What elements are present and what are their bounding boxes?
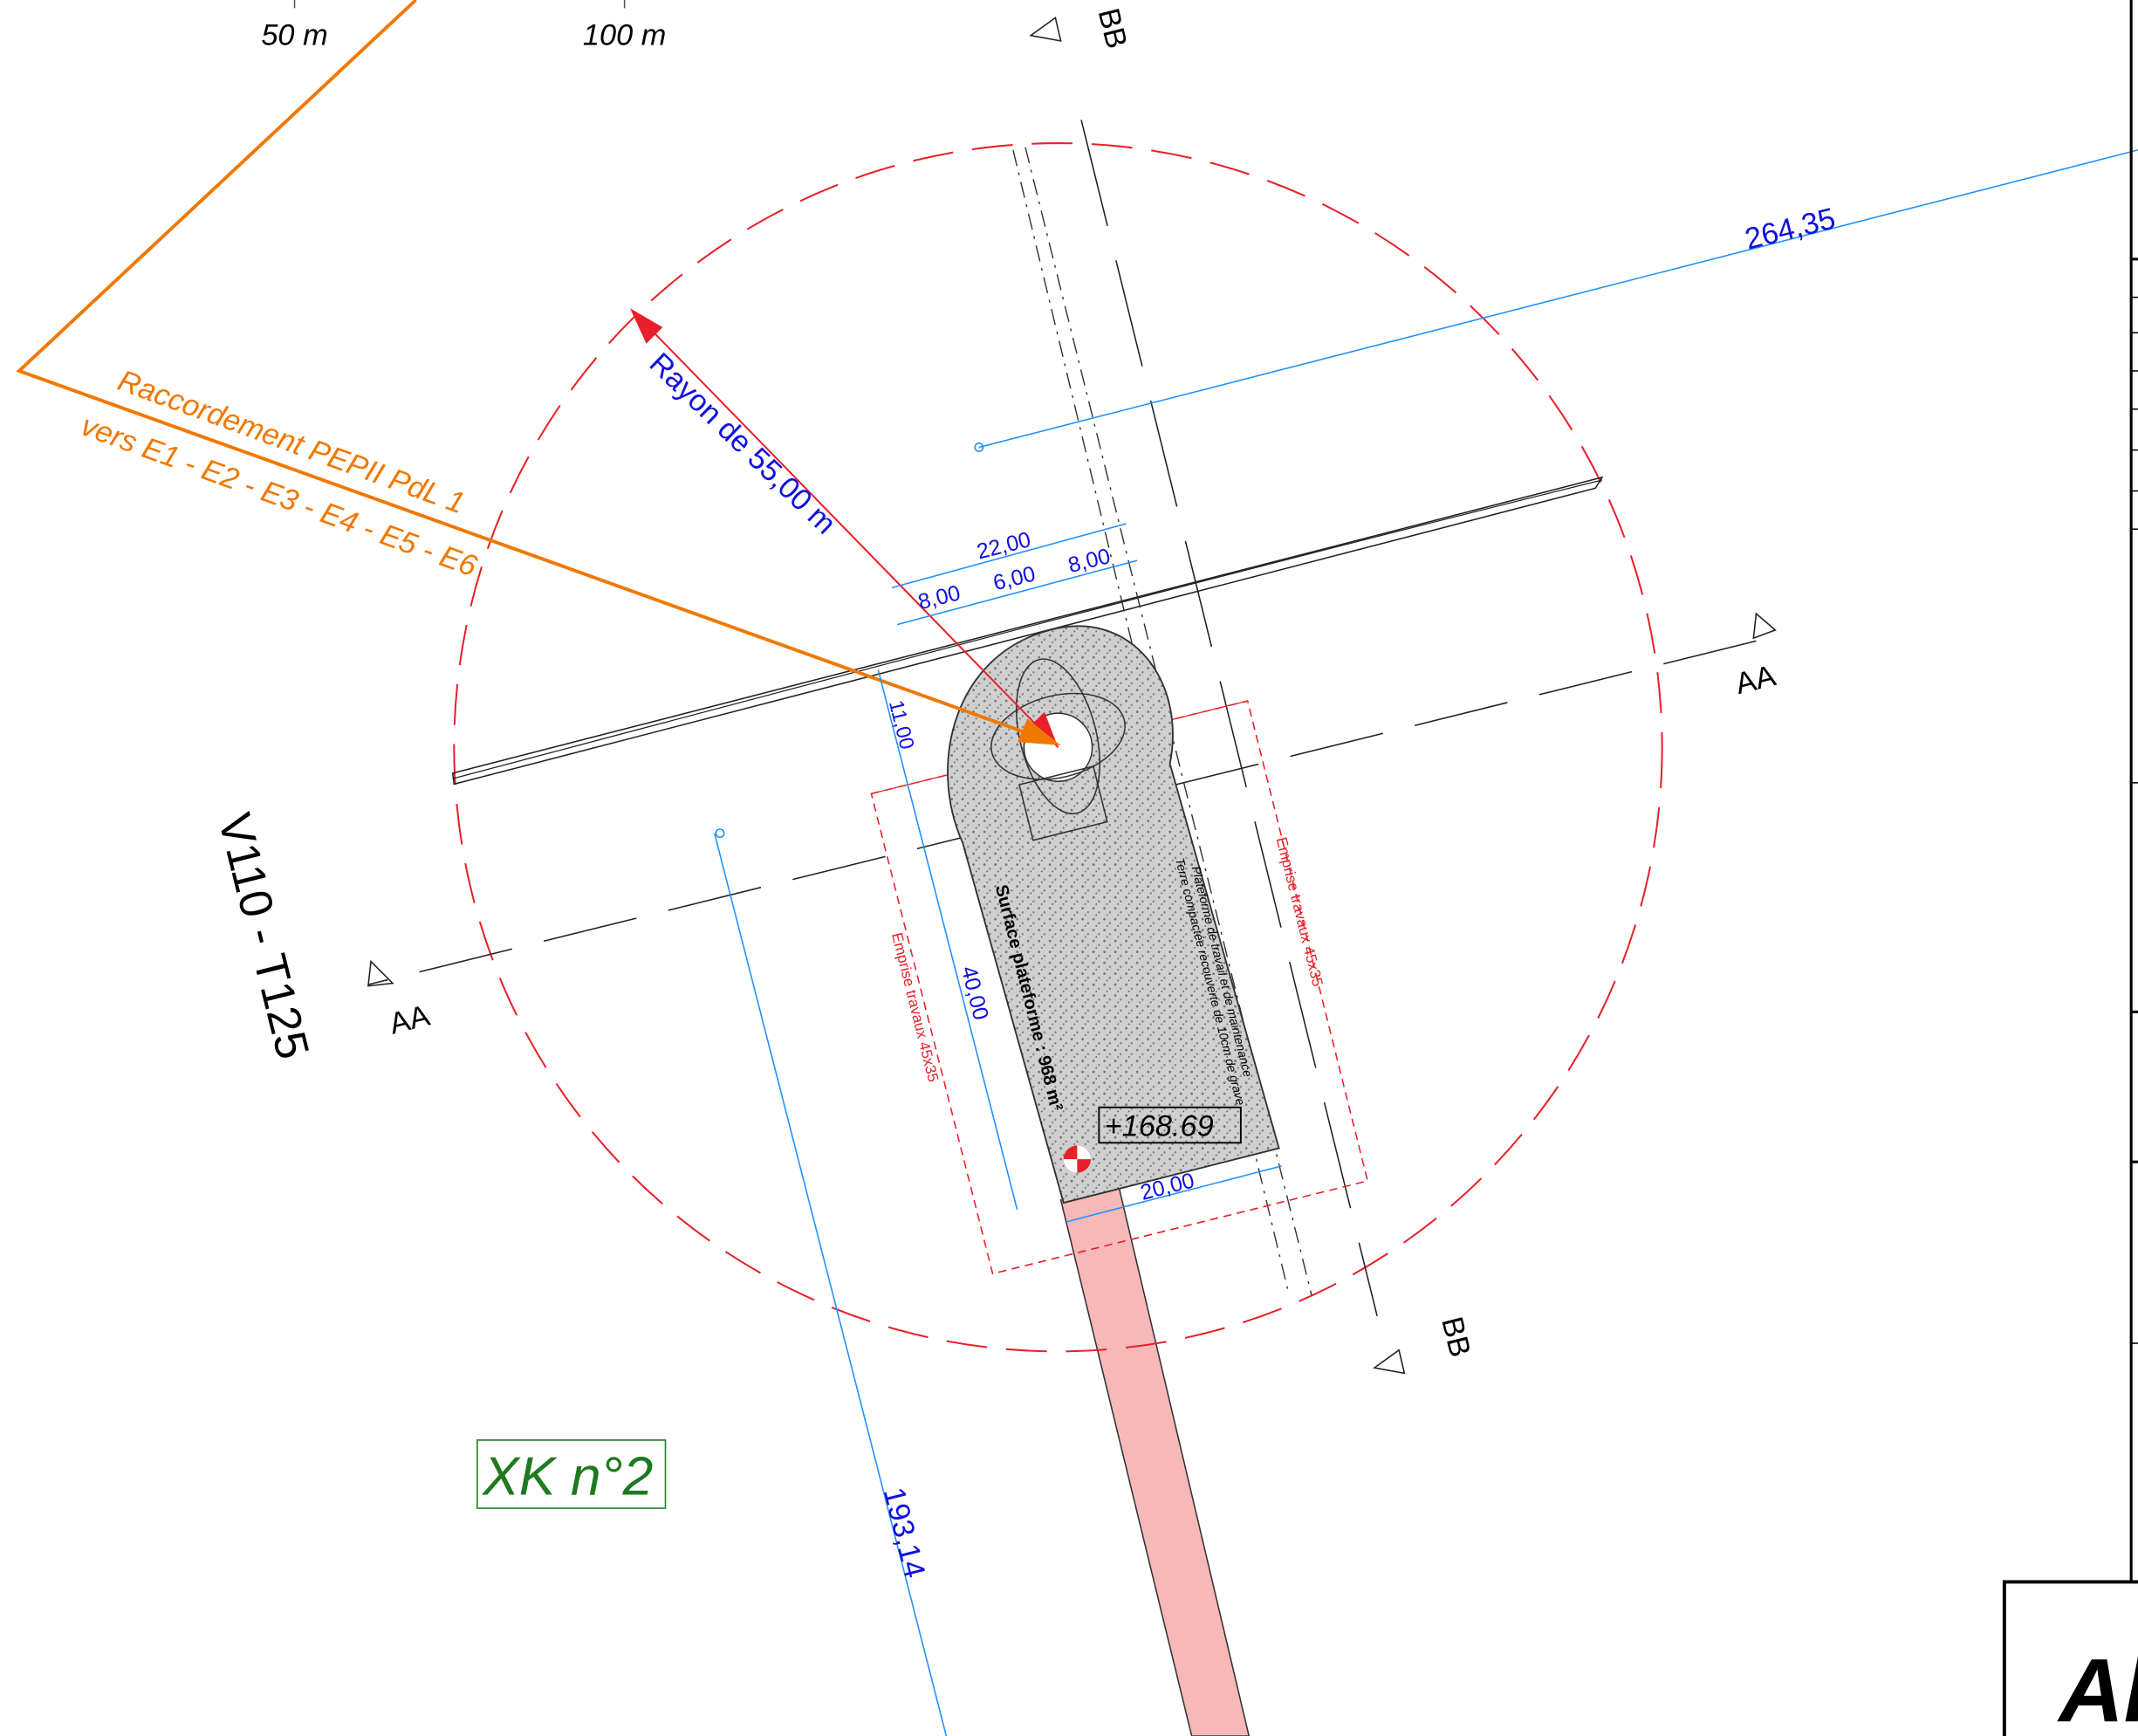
dimension-6: 6,00 xyxy=(990,561,1038,595)
platform-hardstand xyxy=(947,625,1280,1204)
parcel-label: XK n°2 xyxy=(481,1445,653,1506)
elevation-marker: +168.69 xyxy=(1063,1106,1242,1173)
section-label-aa-right: AA xyxy=(1732,659,1779,701)
elevation-label: +168.69 xyxy=(1105,1110,1214,1143)
dimension-8-right: 8,00 xyxy=(1066,544,1113,578)
section-axis-bb: BB BB xyxy=(1029,5,1477,1375)
dimension-40: 40,00 xyxy=(956,964,993,1022)
raccordement-cable xyxy=(16,0,1061,745)
emprise-label-left: Emprise travaux 45x35 xyxy=(888,930,942,1083)
section-label-bb-top: BB xyxy=(1092,5,1134,52)
radius-circle xyxy=(453,142,1663,1353)
scale-bar: 50 m 100 m xyxy=(261,0,666,52)
parcel-label-box: XK n°2 xyxy=(476,1439,667,1509)
corner-title: Al xyxy=(2056,1640,2138,1736)
access-path xyxy=(1059,1183,1251,1736)
scale-label-100: 100 m xyxy=(583,19,667,52)
dimension-193: 193,14 xyxy=(877,1485,931,1582)
emprise-travaux-area xyxy=(870,700,1369,1275)
title-block-frame xyxy=(2002,0,2138,1736)
emprise-label-right: Emprise travaux 45x35 xyxy=(1273,835,1327,988)
turbine-blade xyxy=(451,476,1604,786)
dimension-lines xyxy=(714,149,2138,1736)
section-label-bb-bottom: BB xyxy=(1435,1314,1477,1361)
rayon-label: Rayon de 55,00 m xyxy=(643,347,842,540)
turbine-model-label: V110 - T125 xyxy=(208,808,319,1064)
section-label-aa-left: AA xyxy=(387,999,434,1041)
scale-label-50: 50 m xyxy=(261,19,327,52)
dimension-11: 11,00 xyxy=(885,698,919,751)
dimension-264: 264,35 xyxy=(1742,202,1839,256)
dimension-22: 22,00 xyxy=(975,527,1033,564)
